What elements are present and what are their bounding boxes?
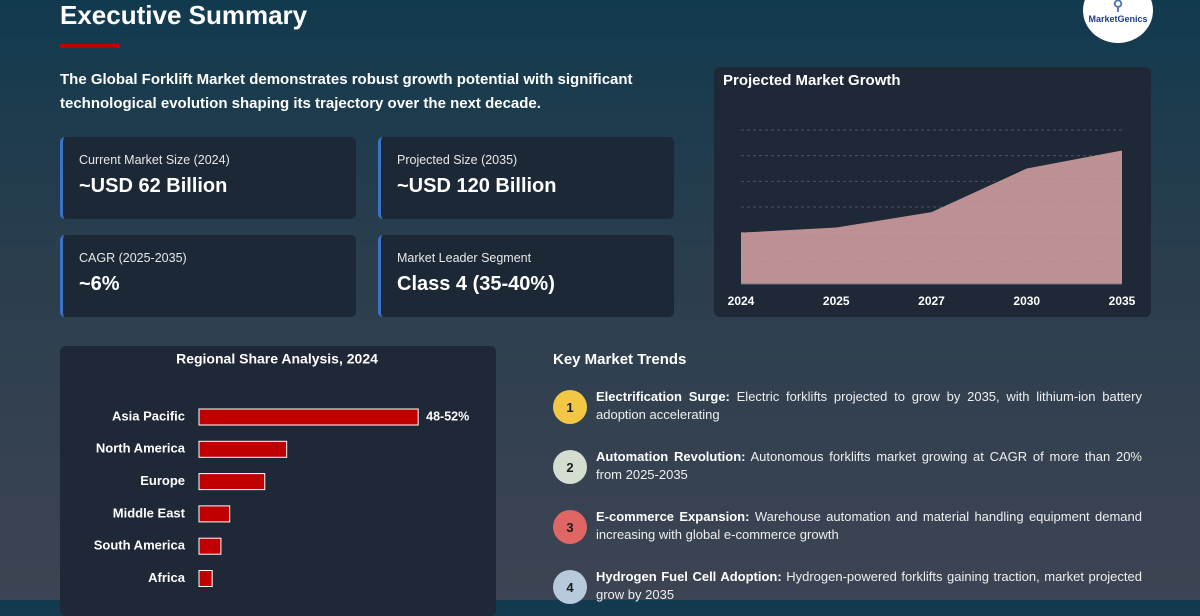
trend-item: 3 E-commerce Expansion: Warehouse automat… xyxy=(553,508,1143,552)
charts: Projected Market Growth Regional Share A… xyxy=(94,72,1136,587)
x-tick-label: 2025 xyxy=(823,294,850,308)
bar xyxy=(198,570,213,587)
trends-title: Key Market Trends xyxy=(553,351,687,368)
trend-description: Hydrogen-powered forklifts gaining tract… xyxy=(596,569,1142,602)
metric-value: Class 4 (35-40%) xyxy=(397,273,555,295)
trend-text: Hydrogen Fuel Cell Adoption: Hydrogen-po… xyxy=(596,568,1142,604)
trend-heading: Automation Revolution: xyxy=(596,449,746,464)
value-label: 48-52% xyxy=(426,409,469,423)
chart-title: Regional Share Analysis, 2024 xyxy=(176,351,378,367)
title-rule xyxy=(60,44,120,48)
trend-item: 1 Electrification Surge: Electric forklif… xyxy=(553,388,1143,432)
trend-heading: Electrification Surge: xyxy=(596,389,730,404)
x-tick-label: 2027 xyxy=(918,294,945,308)
category-label: Asia Pacific xyxy=(112,408,185,423)
area xyxy=(741,150,1122,284)
trend-heading: E-commerce Expansion: xyxy=(596,509,750,524)
metric-label: Current Market Size (2024) xyxy=(79,153,230,167)
category-label: Middle East xyxy=(113,505,186,520)
bar xyxy=(198,505,231,523)
category-label: Europe xyxy=(140,473,185,488)
trend-number: 3 xyxy=(553,510,587,544)
bar xyxy=(198,537,222,555)
category-label: North America xyxy=(96,441,186,456)
page-title: Executive Summary xyxy=(60,0,308,30)
trend-number: 2 xyxy=(553,450,587,484)
metric-value: ~USD 120 Billion xyxy=(397,175,557,197)
regional-panel xyxy=(60,346,496,616)
trend-item: 4 Hydrogen Fuel Cell Adoption: Hydrogen-p… xyxy=(553,568,1143,612)
bar xyxy=(198,473,266,491)
x-tick-label: 2035 xyxy=(1109,294,1136,308)
trend-text: Automation Revolution: Autonomous forkli… xyxy=(596,448,1142,484)
trend-description: Autonomous forklifts market growing at C… xyxy=(596,449,1142,482)
chart-title: Projected Market Growth xyxy=(723,72,901,89)
trend-description: Electric forklifts projected to grow by … xyxy=(596,389,1142,422)
trend-text: E-commerce Expansion: Warehouse automati… xyxy=(596,508,1142,544)
trend-description: Warehouse automation and material handli… xyxy=(596,509,1142,542)
logo-text: MarketGenics xyxy=(1088,14,1148,24)
category-label: Africa xyxy=(148,570,186,585)
category-label: South America xyxy=(94,538,186,553)
metric-value: ~6% xyxy=(79,273,120,295)
trend-number: 1 xyxy=(553,390,587,424)
bar xyxy=(198,440,288,458)
trend-number: 4 xyxy=(553,570,587,604)
x-tick-label: 2030 xyxy=(1013,294,1040,308)
trend-item: 2 Automation Revolution: Autonomous forkl… xyxy=(553,448,1143,492)
x-tick-label: 2024 xyxy=(728,294,755,308)
metric-label: Projected Size (2035) xyxy=(397,153,518,167)
metric-card: CAGR (2025-2035) ~6% xyxy=(60,235,356,317)
trend-text: Electrification Surge: Electric forklift… xyxy=(596,388,1142,424)
metric-value: ~USD 62 Billion xyxy=(79,175,228,197)
metric-card: Market Leader Segment Class 4 (35-40%) xyxy=(378,235,674,317)
bar xyxy=(198,408,419,426)
metric-card: Current Market Size (2024) ~USD 62 Billio… xyxy=(60,137,356,219)
summary: The Global Forklift Market demonstrates … xyxy=(60,71,633,112)
metric-label: Market Leader Segment xyxy=(397,251,532,265)
trend-heading: Hydrogen Fuel Cell Adoption: xyxy=(596,569,782,584)
metric-label: CAGR (2025-2035) xyxy=(79,251,187,265)
metric-card: Projected Size (2035) ~USD 120 Billion xyxy=(378,137,674,219)
